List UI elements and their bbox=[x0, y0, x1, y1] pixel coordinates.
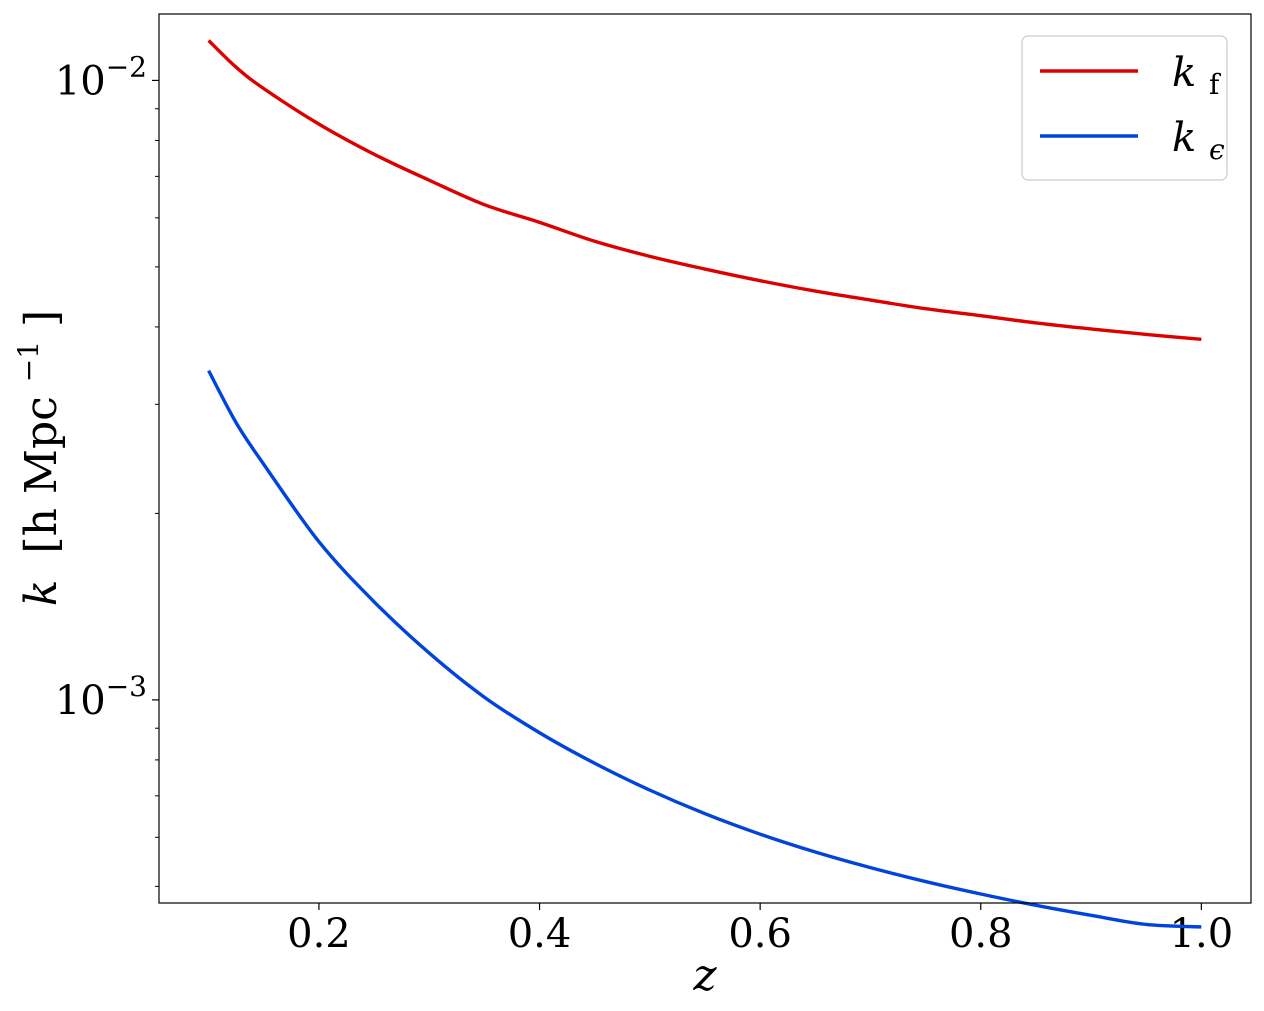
y-tick-label-exp: −2 bbox=[106, 50, 147, 83]
y-tick-label-exp: −3 bbox=[106, 670, 147, 703]
x-ticks: 0.2 0.4 0.6 0.8 1.0 bbox=[287, 903, 1233, 957]
y-axis-title-units: [h Mpc bbox=[16, 396, 67, 553]
legend: k f k ϵ bbox=[1021, 35, 1228, 181]
x-tick-label: 0.4 bbox=[508, 911, 572, 957]
y-tick-label-base: 10 bbox=[55, 678, 106, 724]
x-tick-label: 1.0 bbox=[1170, 911, 1234, 957]
x-tick-label: 0.2 bbox=[287, 911, 351, 957]
legend-label-keps: k ϵ bbox=[1172, 115, 1225, 166]
x-tick-label: 0.8 bbox=[949, 911, 1013, 957]
y-axis-title-units-exp: −1 bbox=[12, 341, 45, 382]
legend-label-keps-main: k bbox=[1172, 115, 1196, 161]
y-axis-title-suffix: ] bbox=[16, 310, 67, 327]
y-tick-label: 10−2 bbox=[55, 50, 147, 104]
legend-label-kf: k f bbox=[1172, 50, 1222, 101]
x-tick-label: 0.6 bbox=[728, 911, 792, 957]
plot-frame bbox=[158, 13, 1252, 904]
legend-label-kf-sub: f bbox=[1209, 68, 1222, 101]
x-axis-title: z bbox=[692, 950, 717, 1001]
y-tick-label: 10−3 bbox=[55, 670, 147, 724]
y-axis-title: k [h Mpc −1 ] bbox=[0, 310, 67, 606]
y-axis-title-prefix: k bbox=[16, 580, 67, 607]
y-tick-label-base: 10 bbox=[55, 58, 106, 104]
y-ticks: 10−310−2 bbox=[55, 50, 159, 887]
legend-label-keps-sub: ϵ bbox=[1209, 133, 1225, 166]
legend-label-kf-main: k bbox=[1172, 50, 1196, 96]
series-line-kf bbox=[207, 39, 1202, 342]
